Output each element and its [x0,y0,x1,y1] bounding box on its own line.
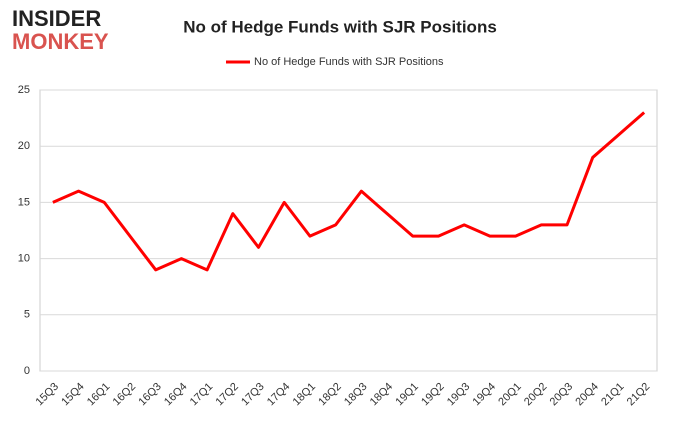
chart-title: No of Hedge Funds with SJR Positions [183,17,497,36]
y-tick-label: 15 [18,196,30,208]
y-tick-label: 0 [24,365,30,377]
data-line [52,111,646,272]
y-tick-label: 25 [18,84,30,96]
logo-line2: MONKEY [12,29,109,54]
y-tick-label: 10 [18,253,30,265]
legend-label: No of Hedge Funds with SJR Positions [254,56,444,68]
y-tick-label: 20 [18,140,30,152]
logo-line1: INSIDER [12,6,101,31]
y-tick-label: 5 [24,309,30,321]
